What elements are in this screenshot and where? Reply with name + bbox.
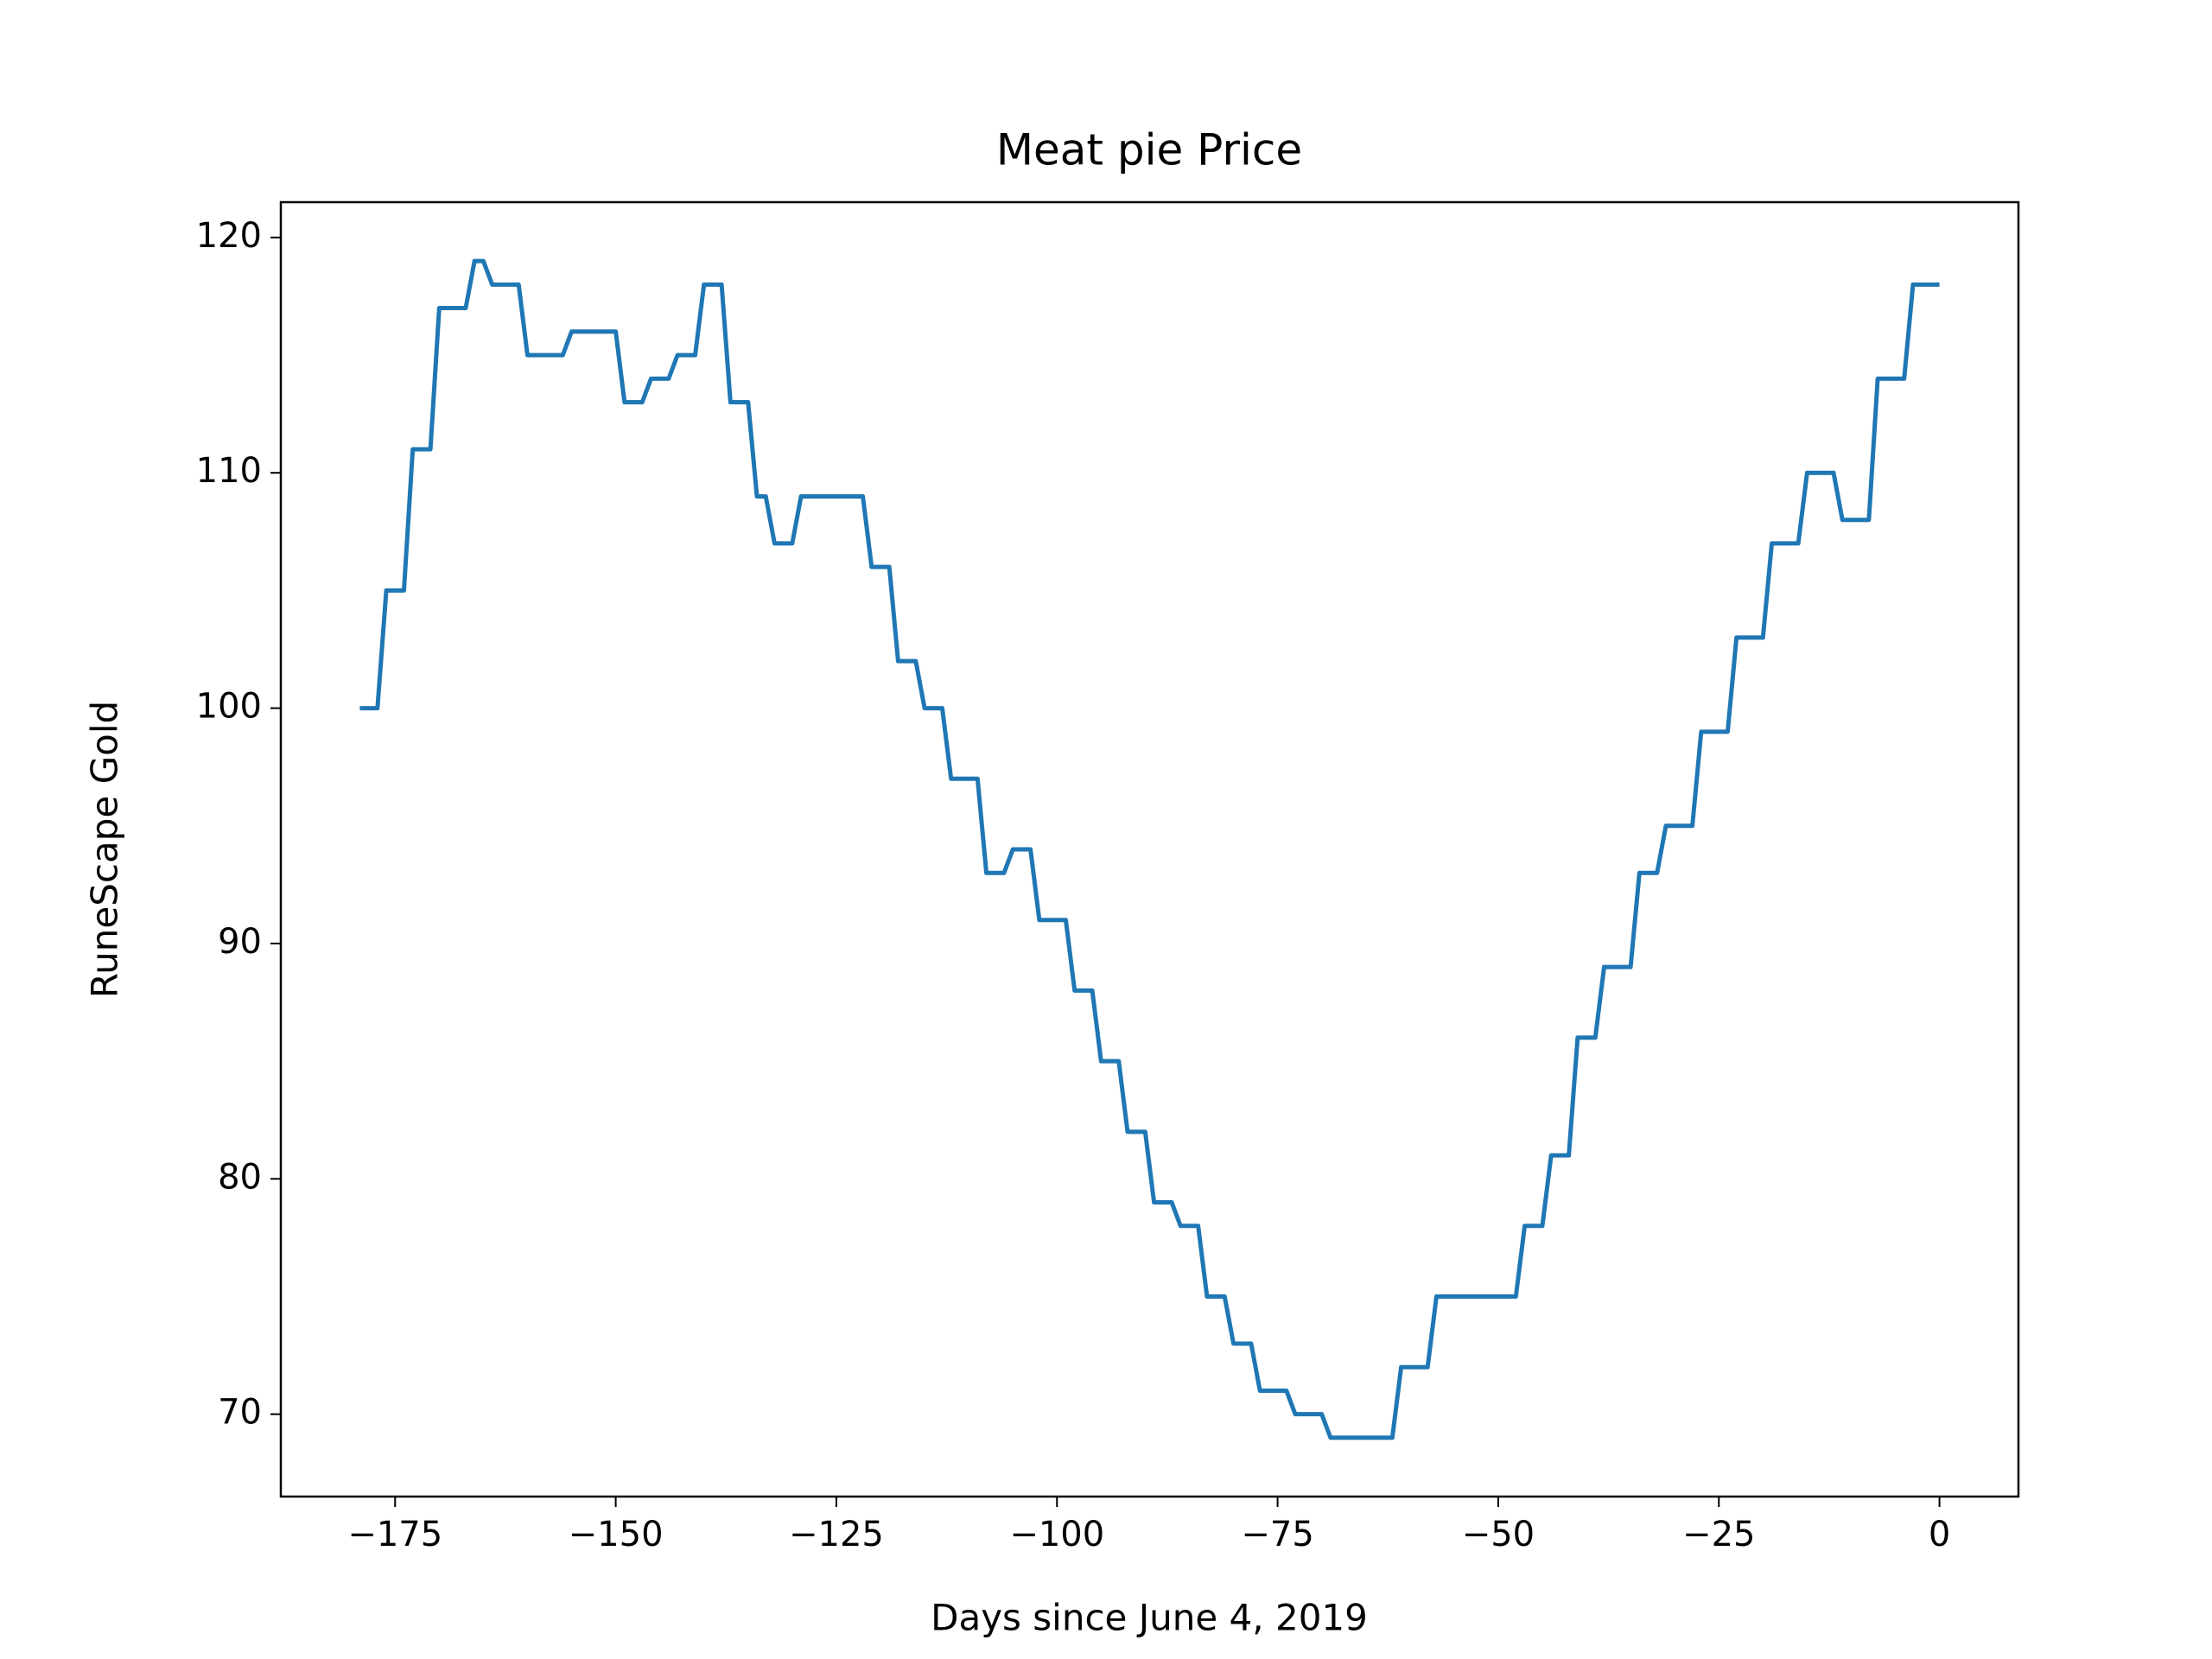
x-tick-label: −125 — [789, 1515, 884, 1554]
y-axis-label: RuneScape Gold — [84, 701, 126, 998]
x-tick-label: −50 — [1462, 1515, 1535, 1554]
x-tick-label: −25 — [1682, 1515, 1755, 1554]
y-tick-label: 90 — [218, 922, 262, 962]
y-tick-label: 110 — [196, 451, 262, 491]
x-tick-label: −75 — [1241, 1515, 1313, 1554]
y-tick-label: 100 — [196, 687, 262, 727]
y-tick-label: 120 — [196, 216, 262, 256]
x-tick-label: 0 — [1929, 1515, 1950, 1554]
x-tick-label: −150 — [569, 1515, 664, 1554]
y-tick-label: 70 — [218, 1393, 262, 1433]
plot-frame — [279, 200, 2020, 1498]
x-tick-label: −175 — [347, 1515, 442, 1554]
x-tick-label: −100 — [1009, 1515, 1104, 1554]
chart-title: Meat pie Price — [996, 125, 1302, 175]
price-line — [359, 258, 1940, 1440]
y-tick-label: 80 — [218, 1157, 262, 1197]
x-axis-label: Days since June 4, 2019 — [931, 1597, 1368, 1639]
